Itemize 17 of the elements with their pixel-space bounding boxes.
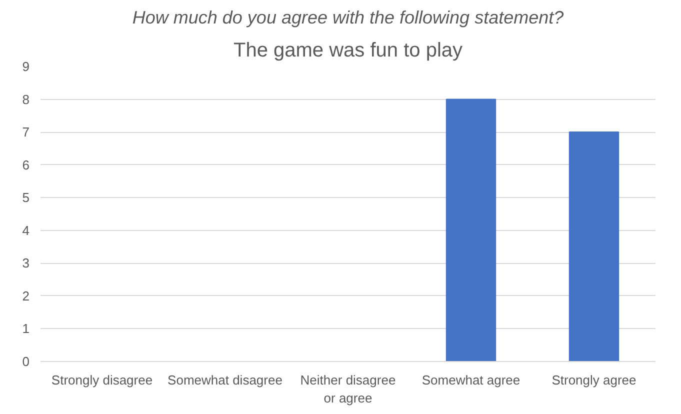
x-tick-label: Strongly disagree (51, 372, 153, 388)
y-tick-label: 0 (22, 354, 30, 369)
y-tick-label: 2 (22, 288, 30, 304)
x-tick-label: Neither disagree or agree (300, 372, 396, 406)
y-tick-label: 6 (22, 157, 30, 172)
y-tick-label: 7 (22, 124, 30, 140)
y-tick-label: 1 (22, 321, 30, 336)
y-tick-label: 3 (22, 256, 30, 271)
x-tick-label: Somewhat agree (422, 372, 520, 388)
y-tick-label: 5 (22, 190, 30, 206)
y-tick-label: 8 (22, 92, 30, 107)
x-tick-label: Strongly agree (552, 372, 636, 388)
chart-title: The game was fun to play (233, 40, 463, 62)
x-tick-label: Somewhat disagree (168, 372, 282, 388)
y-tick-label: 4 (22, 222, 30, 238)
chart-subtitle: How much do you agree with the following statement? (132, 8, 564, 28)
y-tick-label: 9 (22, 59, 30, 74)
